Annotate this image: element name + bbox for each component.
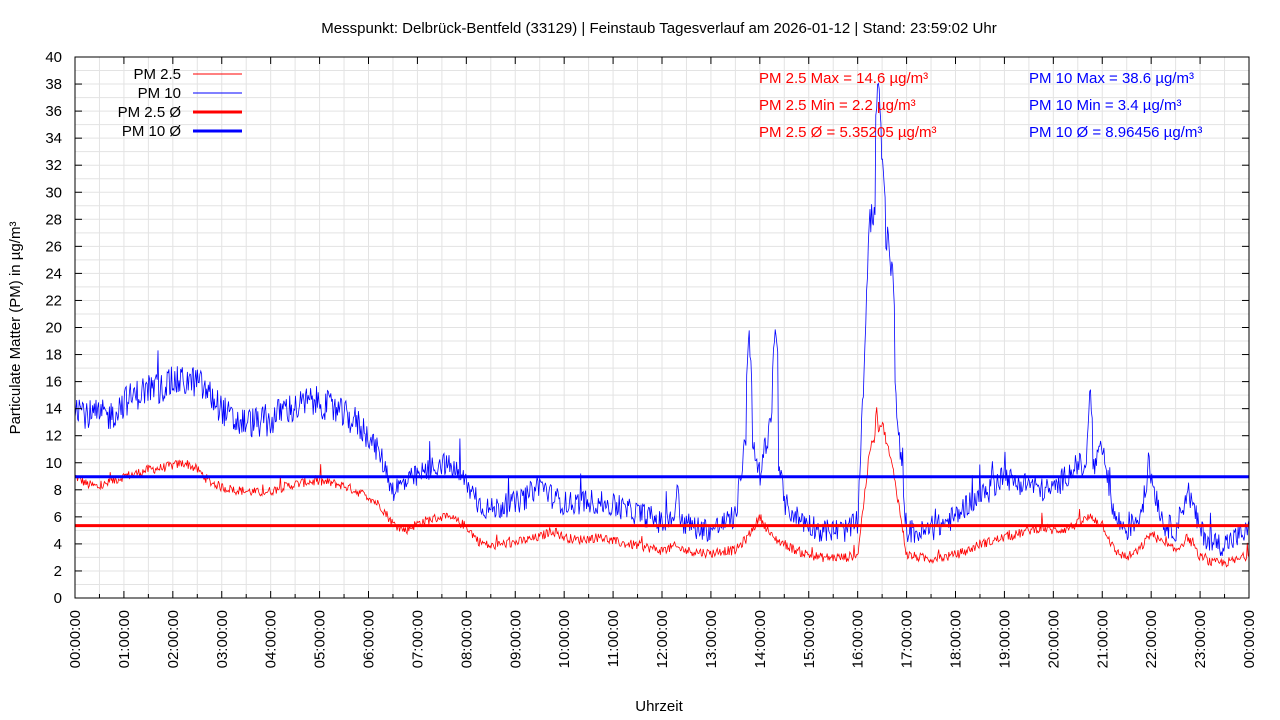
grid xyxy=(74,56,1250,599)
legend-label: PM 10 Ø xyxy=(122,123,182,140)
x-tick-label: 02:00:00 xyxy=(165,610,182,668)
x-axis-label: Uhrzeit xyxy=(635,698,683,715)
pm10-stat: PM 10 Max = 38.6 µg/m³ xyxy=(1029,70,1194,87)
x-tick-label: 03:00:00 xyxy=(214,610,231,668)
y-tick-label: 4 xyxy=(54,536,62,553)
x-tick-label: 14:00:00 xyxy=(752,610,769,668)
series-layer xyxy=(74,82,1250,568)
y-tick-label: 24 xyxy=(45,265,62,282)
y-tick-label: 26 xyxy=(45,238,62,255)
pm25-stat: PM 2.5 Min = 2.2 µg/m³ xyxy=(759,97,916,114)
pm25-stat: PM 2.5 Ø = 5.35205 µg/m³ xyxy=(759,124,936,141)
x-tick-label: 05:00:00 xyxy=(312,610,329,668)
axis-ticks: 024681012141618202224262830323436384000:… xyxy=(45,49,1258,668)
x-tick-label: 17:00:00 xyxy=(899,610,916,668)
series-line-pm10 xyxy=(74,82,1250,556)
y-tick-label: 28 xyxy=(45,211,62,228)
x-tick-label: 21:00:00 xyxy=(1094,610,1111,668)
stats-annotations: PM 2.5 Max = 14.6 µg/m³ PM 2.5 Min = 2.2 … xyxy=(759,70,1202,141)
x-tick-label: 06:00:00 xyxy=(361,610,378,668)
x-tick-label: 20:00:00 xyxy=(1045,610,1062,668)
average-lines xyxy=(75,475,1249,528)
x-tick-label: 13:00:00 xyxy=(703,610,720,668)
y-tick-label: 30 xyxy=(45,184,62,201)
y-tick-label: 10 xyxy=(45,455,62,472)
x-tick-label: 15:00:00 xyxy=(801,610,818,668)
x-tick-label: 16:00:00 xyxy=(850,610,867,668)
x-tick-label: 11:00:00 xyxy=(605,610,622,667)
y-axis-label: Particulate Matter (PM) in µg/m³ xyxy=(7,222,24,435)
y-tick-label: 2 xyxy=(54,563,62,580)
y-tick-label: 34 xyxy=(45,130,62,147)
y-tick-label: 20 xyxy=(45,320,62,337)
x-tick-label: 23:00:00 xyxy=(1192,610,1209,668)
chart-title: Messpunkt: Delbrück-Bentfeld (33129) | F… xyxy=(321,20,996,37)
legend-label: PM 2.5 Ø xyxy=(118,104,182,121)
legend-label: PM 10 xyxy=(138,85,181,102)
x-tick-label: 10:00:00 xyxy=(556,610,573,668)
x-tick-label: 00:00:00 xyxy=(67,610,84,668)
legend-label: PM 2.5 xyxy=(133,66,181,83)
y-tick-label: 18 xyxy=(45,347,62,364)
pm10-stat: PM 10 Min = 3.4 µg/m³ xyxy=(1029,97,1181,114)
x-tick-label: 07:00:00 xyxy=(409,610,426,668)
x-tick-label: 18:00:00 xyxy=(948,610,965,668)
y-tick-label: 22 xyxy=(45,292,62,309)
legend: PM 2.5 PM 10 PM 2.5 Ø PM 10 Ø xyxy=(118,66,242,140)
y-tick-label: 12 xyxy=(45,428,62,445)
x-tick-label: 04:00:00 xyxy=(263,610,280,668)
y-tick-label: 16 xyxy=(45,374,62,391)
x-tick-label: 01:00:00 xyxy=(116,610,133,668)
x-tick-label: 19:00:00 xyxy=(996,610,1013,668)
y-tick-label: 8 xyxy=(54,482,62,499)
pm25-stat: PM 2.5 Max = 14.6 µg/m³ xyxy=(759,70,928,87)
x-tick-label: 00:00:00 xyxy=(1241,610,1258,668)
y-tick-label: 40 xyxy=(45,49,62,66)
x-tick-label: 22:00:00 xyxy=(1143,610,1160,668)
x-tick-label: 08:00:00 xyxy=(458,610,475,668)
y-tick-label: 6 xyxy=(54,509,62,526)
y-tick-label: 0 xyxy=(54,590,62,607)
series-line-pm25 xyxy=(74,407,1250,568)
y-tick-label: 36 xyxy=(45,103,62,120)
pm10-stat: PM 10 Ø = 8.96456 µg/m³ xyxy=(1029,124,1202,141)
x-tick-label: 12:00:00 xyxy=(654,610,671,668)
y-tick-label: 32 xyxy=(45,157,62,174)
y-tick-label: 14 xyxy=(45,401,62,418)
x-tick-label: 09:00:00 xyxy=(507,610,524,668)
y-tick-label: 38 xyxy=(45,76,62,93)
